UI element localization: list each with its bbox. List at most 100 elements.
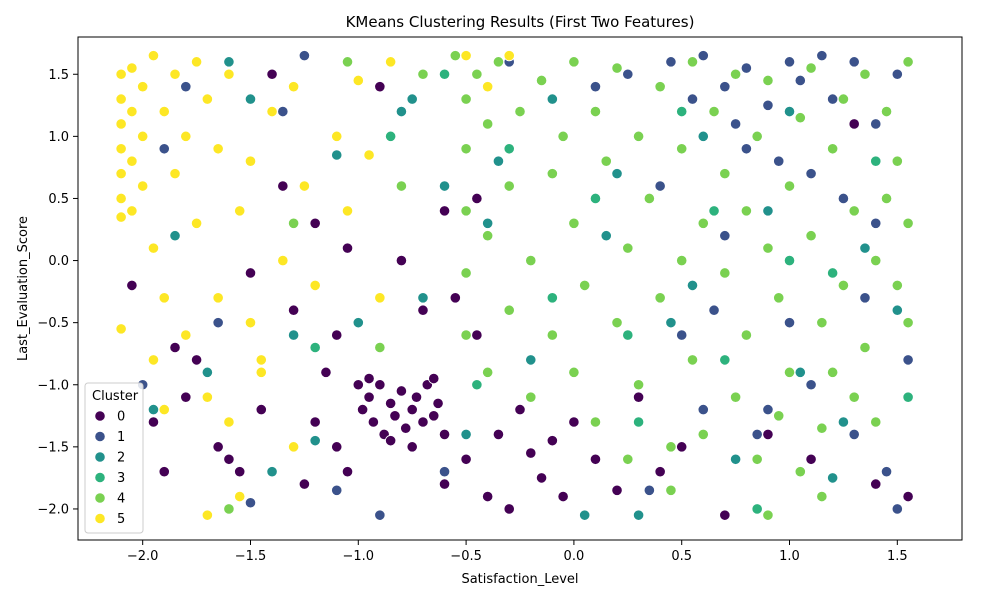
data-point-cluster-4 bbox=[589, 416, 602, 428]
data-point-cluster-5 bbox=[244, 155, 257, 167]
data-point-cluster-0 bbox=[471, 329, 483, 341]
data-point-cluster-5 bbox=[126, 155, 138, 167]
data-point-cluster-0 bbox=[395, 385, 408, 397]
data-point-cluster-4 bbox=[697, 217, 709, 229]
data-point-cluster-3 bbox=[309, 341, 321, 354]
data-point-cluster-3 bbox=[622, 329, 634, 341]
data-point-cluster-5 bbox=[147, 354, 160, 366]
data-point-cluster-4 bbox=[374, 341, 386, 354]
data-point-cluster-1 bbox=[589, 81, 602, 93]
data-point-cluster-4 bbox=[751, 130, 763, 142]
data-point-cluster-5 bbox=[137, 81, 149, 93]
x-tick-label: −0.5 bbox=[450, 549, 482, 564]
legend-marker-cluster-3 bbox=[94, 471, 106, 484]
data-point-cluster-0 bbox=[400, 422, 412, 434]
data-point-cluster-5 bbox=[460, 50, 472, 62]
data-point-cluster-0 bbox=[277, 180, 289, 192]
data-point-cluster-2 bbox=[395, 105, 408, 118]
data-point-cluster-0 bbox=[848, 118, 860, 130]
data-point-cluster-5 bbox=[158, 292, 170, 304]
legend: Cluster 0 1 2 3 4 5 bbox=[84, 382, 144, 534]
x-tick-label: 0.5 bbox=[671, 549, 692, 564]
data-point-cluster-1 bbox=[848, 56, 860, 68]
chart-title: KMeans Clustering Results (First Two Fea… bbox=[346, 13, 695, 31]
data-point-cluster-1 bbox=[665, 56, 677, 68]
data-point-cluster-0 bbox=[438, 205, 451, 217]
y-tick-label: −2.0 bbox=[37, 502, 69, 517]
data-point-cluster-3 bbox=[632, 416, 645, 428]
data-point-cluster-1 bbox=[730, 118, 742, 130]
cluster-0-series bbox=[126, 68, 914, 521]
x-tick-label: −2.0 bbox=[127, 549, 159, 564]
data-point-cluster-5 bbox=[169, 68, 181, 80]
data-point-cluster-5 bbox=[115, 211, 127, 223]
data-point-cluster-5 bbox=[298, 180, 310, 192]
data-point-cluster-1 bbox=[762, 403, 774, 416]
data-point-cluster-4 bbox=[665, 441, 677, 453]
data-point-cluster-2 bbox=[859, 242, 871, 254]
data-point-cluster-0 bbox=[212, 441, 224, 453]
data-point-cluster-2 bbox=[331, 149, 343, 161]
data-point-cluster-1 bbox=[740, 62, 752, 74]
data-point-cluster-4 bbox=[589, 105, 602, 118]
data-point-cluster-5 bbox=[234, 205, 246, 217]
legend-label-cluster-4: 4 bbox=[117, 492, 125, 507]
data-point-cluster-4 bbox=[503, 304, 515, 316]
data-point-cluster-3 bbox=[438, 68, 451, 80]
data-point-cluster-4 bbox=[546, 168, 558, 180]
data-point-cluster-3 bbox=[503, 143, 515, 155]
data-point-cluster-4 bbox=[460, 329, 472, 341]
data-point-cluster-2 bbox=[525, 354, 537, 366]
data-point-cluster-4 bbox=[719, 168, 731, 180]
data-point-cluster-1 bbox=[870, 118, 882, 130]
data-point-cluster-4 bbox=[503, 180, 515, 192]
data-point-cluster-2 bbox=[762, 205, 774, 217]
data-point-cluster-4 bbox=[288, 217, 300, 229]
data-point-cluster-0 bbox=[367, 416, 379, 428]
data-point-cluster-5 bbox=[169, 168, 181, 180]
data-point-cluster-5 bbox=[115, 168, 127, 180]
data-point-cluster-0 bbox=[438, 428, 451, 441]
data-point-cluster-4 bbox=[891, 155, 903, 167]
data-point-cluster-4 bbox=[643, 192, 655, 205]
data-point-cluster-3 bbox=[751, 503, 763, 515]
data-point-cluster-1 bbox=[158, 143, 170, 155]
data-point-cluster-0 bbox=[357, 403, 369, 416]
y-tick-label: 0.5 bbox=[48, 192, 69, 207]
data-point-cluster-1 bbox=[827, 93, 839, 105]
data-point-cluster-1 bbox=[697, 403, 709, 416]
data-point-cluster-0 bbox=[428, 372, 440, 385]
data-point-cluster-5 bbox=[158, 105, 170, 118]
data-point-cluster-4 bbox=[880, 105, 893, 118]
data-point-cluster-5 bbox=[126, 62, 138, 74]
data-point-cluster-4 bbox=[859, 68, 871, 80]
data-point-cluster-4 bbox=[579, 279, 591, 291]
x-axis: −2.0 −1.5 −1.0 −0.5 0.0 0.5 1.0 1.5 bbox=[127, 540, 908, 564]
data-point-cluster-3 bbox=[676, 105, 688, 118]
data-point-cluster-4 bbox=[223, 503, 235, 515]
data-point-cluster-0 bbox=[298, 478, 310, 490]
data-point-cluster-0 bbox=[546, 435, 558, 447]
data-point-cluster-0 bbox=[449, 292, 461, 304]
data-point-cluster-0 bbox=[611, 484, 623, 496]
data-point-cluster-4 bbox=[632, 379, 645, 391]
data-point-cluster-1 bbox=[773, 155, 785, 167]
y-tick-label: −0.5 bbox=[37, 316, 69, 331]
data-point-cluster-5 bbox=[201, 93, 213, 105]
legend-label-cluster-5: 5 bbox=[117, 512, 125, 527]
data-point-cluster-2 bbox=[827, 472, 839, 484]
data-point-cluster-1 bbox=[676, 329, 688, 341]
cluster-1-series bbox=[137, 50, 914, 521]
data-point-cluster-3 bbox=[902, 391, 914, 403]
data-point-cluster-3 bbox=[708, 205, 720, 217]
data-point-cluster-0 bbox=[223, 453, 235, 465]
data-point-cluster-1 bbox=[859, 292, 871, 304]
y-tick-label: 1.0 bbox=[48, 130, 69, 145]
data-point-cluster-0 bbox=[288, 304, 300, 316]
data-point-cluster-3 bbox=[385, 130, 397, 142]
data-point-cluster-1 bbox=[331, 484, 343, 496]
data-point-cluster-5 bbox=[223, 416, 235, 428]
data-point-cluster-5 bbox=[147, 50, 160, 62]
data-point-cluster-1 bbox=[719, 230, 731, 242]
